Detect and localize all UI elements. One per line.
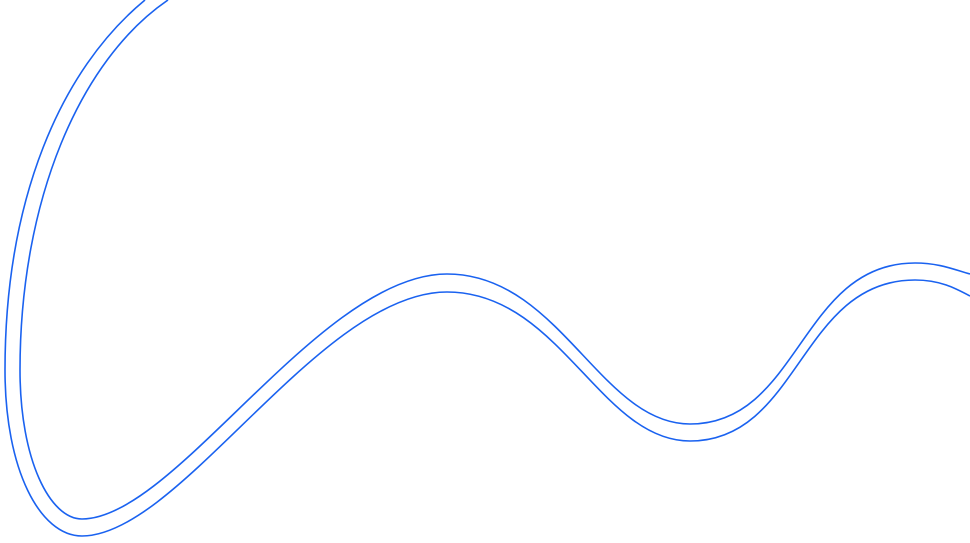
wave-line-outer [4, 0, 970, 537]
wave-line-inner [19, 0, 970, 520]
